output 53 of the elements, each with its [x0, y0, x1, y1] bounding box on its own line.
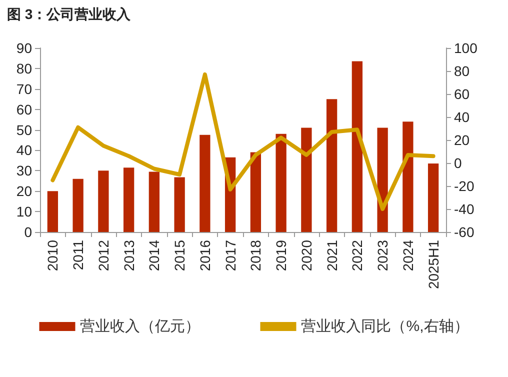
line-series [50, 72, 436, 211]
x-tick-label: 2017 [222, 240, 238, 272]
x-tick-label: 2023 [374, 240, 391, 272]
x-tick-label: 2016 [196, 240, 213, 272]
chart-title: 图 3：公司营业收入 [7, 6, 132, 22]
y2-tick-label: 0 [454, 155, 462, 171]
bar [98, 170, 109, 232]
bar [326, 99, 338, 232]
bar [200, 134, 210, 232]
y2-tick-label: -20 [454, 178, 474, 194]
bar [352, 61, 363, 232]
bar [72, 178, 84, 232]
x-tick-label: 2024 [400, 240, 416, 272]
y2-tick-label: 80 [454, 63, 470, 79]
bar [428, 164, 439, 232]
x-tick-label: 2021 [324, 240, 340, 272]
bar [174, 177, 185, 232]
y2-tick-label: -40 [454, 201, 474, 217]
y2-tick-label: 20 [454, 132, 470, 148]
bar [276, 134, 286, 232]
x-tick-label: 2015 [172, 240, 188, 272]
legend-label: 营业收入同比（%,右轴） [301, 318, 469, 335]
bar [148, 172, 160, 232]
x-tick-label: 2012 [95, 240, 112, 272]
x-tick-label: 2013 [120, 240, 137, 272]
y-tick-label: 40 [16, 142, 32, 158]
y-tick-label: 50 [16, 122, 32, 138]
bar [123, 168, 134, 232]
x-tick-label: 2025H1 [425, 240, 442, 290]
bar [47, 191, 58, 232]
x-tick-label: 2014 [146, 240, 162, 272]
y-tick-label: 0 [24, 224, 32, 240]
y-tick-label: 70 [16, 80, 32, 97]
y-tick-label: 20 [16, 183, 32, 200]
x-tick-label: 2010 [44, 240, 61, 272]
y-tick-label: 60 [16, 101, 32, 118]
bar [301, 128, 312, 232]
y2-tick-label: 60 [454, 86, 470, 102]
y-tick-label: 80 [16, 60, 32, 76]
y-tick-label: 10 [16, 204, 32, 220]
bar [250, 152, 262, 232]
y2-tick-label: 100 [454, 40, 478, 56]
y-tick-label: 30 [16, 162, 32, 179]
y2-tick-label: 40 [454, 109, 470, 125]
y2-tick-label: -60 [454, 224, 474, 240]
x-tick-label: 2018 [248, 240, 264, 272]
bar [402, 122, 414, 232]
x-tick-label: 2022 [349, 240, 366, 272]
x-tick-label: 2020 [298, 240, 314, 272]
x-tick-label: 2011 [70, 240, 86, 270]
legend-label: 营业收入（亿元） [80, 318, 200, 335]
x-tick-label: 2019 [273, 240, 290, 272]
y-tick-label: 90 [16, 40, 32, 56]
